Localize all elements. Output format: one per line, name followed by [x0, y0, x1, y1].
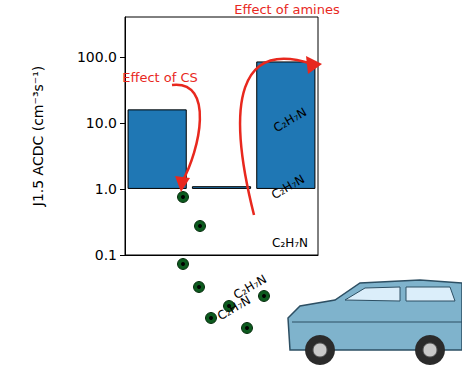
- svg-text:C₂H₇N: C₂H₇N: [272, 236, 308, 250]
- svg-text:C₂H₇N: C₂H₇N: [271, 105, 309, 135]
- svg-text:100.0: 100.0: [77, 49, 117, 65]
- svg-text:1.0: 1.0: [95, 181, 117, 197]
- svg-text:J1.5 ACDC (cm⁻³s⁻¹): J1.5 ACDC (cm⁻³s⁻¹): [30, 66, 46, 208]
- svg-text:C₂H₇N: C₂H₇N: [230, 271, 270, 303]
- svg-text:Effect of amines: Effect of amines: [234, 2, 340, 17]
- svg-text:C₂H₇N: C₂H₇N: [269, 172, 307, 202]
- svg-text:C₂H₇N: C₂H₇N: [215, 293, 253, 323]
- svg-text:10.0: 10.0: [86, 115, 117, 131]
- svg-text:0.1: 0.1: [95, 247, 117, 263]
- svg-text:Effect of CS: Effect of CS: [122, 70, 198, 85]
